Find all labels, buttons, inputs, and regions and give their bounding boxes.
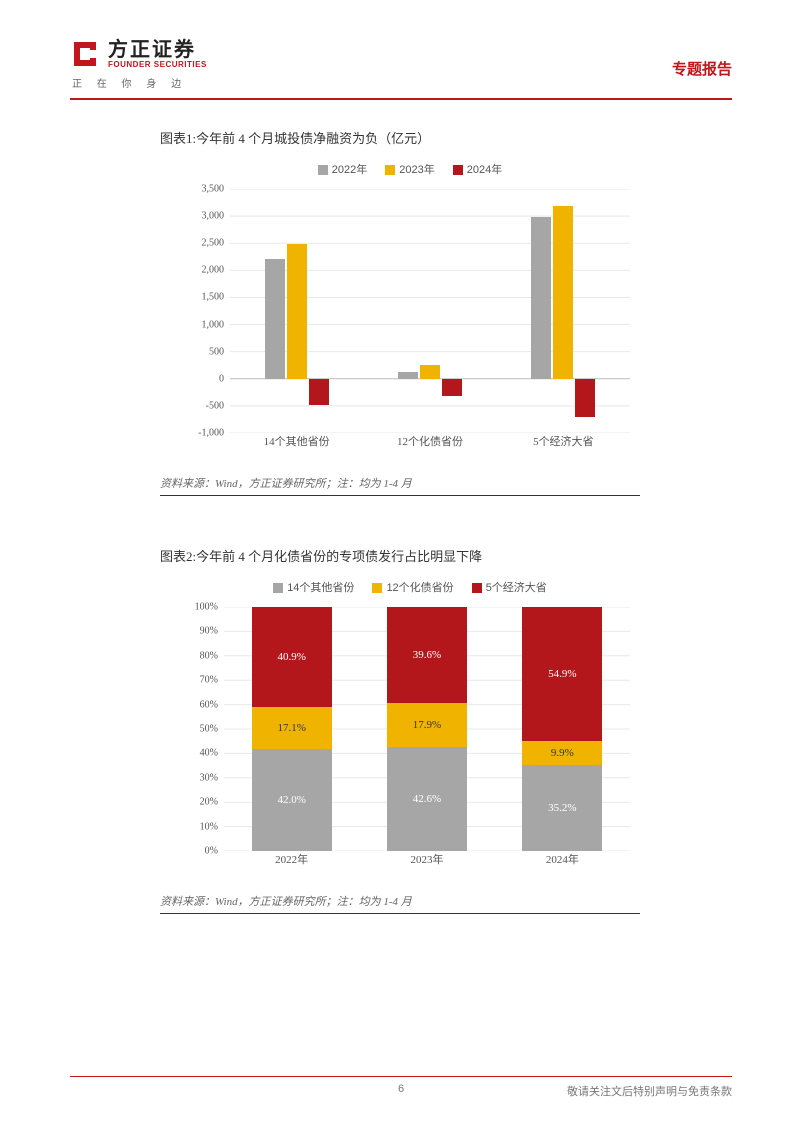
logo-mark-icon [70,40,102,68]
legend-item: 5个经济大省 [472,579,547,595]
chart2-xlabel: 2023年 [359,851,494,879]
legend-item: 14个其他省份 [273,579,354,595]
chart1-bar [287,244,307,378]
chart2-column: 42.0%17.1%40.9% [252,607,332,851]
chart1-ytick: -1,000 [198,428,224,439]
page-header: 方正证券 FOUNDER SECURITIES 正 在 你 身 边 专题报告 [70,40,732,90]
chart2-block: 图表2:今年前 4 个月化债省份的专项债发行占比明显下降 14个其他省份 12个化… [160,546,712,914]
company-name-en: FOUNDER SECURITIES [108,60,207,69]
company-name-cn: 方正证券 [108,40,207,60]
chart1-source-rule [160,495,640,496]
chart1-block: 图表1:今年前 4 个月城投债净融资为负（亿元） 2022年 2023年 2024年… [160,128,712,496]
footer-rule [70,1076,732,1077]
chart1-ytick: 500 [209,346,224,357]
chart2-segment: 40.9% [252,607,332,707]
chart2-column: 35.2%9.9%54.9% [522,607,602,851]
chart2-source-rule [160,913,640,914]
chart2-plot-area: 42.0%17.1%40.9% 42.6%17.9%39.6% 35.2%9.9%5… [224,607,630,851]
chart2-segment: 42.6% [387,747,467,851]
chart1-ytick: 2,000 [202,265,225,276]
chart2-yaxis: 0%10%20%30%40%50%60%70%80%90%100% [180,607,224,851]
chart2-segment: 35.2% [522,765,602,851]
chart1-ytick: 2,500 [202,238,225,249]
chart2-xaxis: 2022年2023年2024年 [224,851,630,879]
company-tagline: 正 在 你 身 边 [72,75,207,90]
chart2-ytick: 40% [200,748,218,759]
legend-item: 12个化债省份 [372,579,453,595]
chart1-ytick: 1,000 [202,319,225,330]
chart2-ytick: 20% [200,797,218,808]
chart1-ytick: 3,000 [202,211,225,222]
chart2-ytick: 30% [200,772,218,783]
chart1-legend: 2022年 2023年 2024年 [180,161,640,177]
chart1-plot: 2022年 2023年 2024年 -1,000 -500 0 500 1,000 1,500… [180,161,640,461]
chart1-xlabel: 12个化债省份 [363,433,496,461]
legend-item: 2024年 [453,161,502,177]
chart2-ytick: 100% [195,602,218,613]
chart2-ytick: 70% [200,675,218,686]
chart2-xlabel: 2022年 [224,851,359,879]
chart1-bar [442,379,462,396]
chart2-segment: 54.9% [522,607,602,741]
page-footer: 6 敬请关注文后特别声明与免责条款 [70,1076,732,1099]
chart1-title: 图表1:今年前 4 个月城投债净融资为负（亿元） [160,128,712,147]
chart1-bar [575,379,595,417]
chart2-xlabel: 2024年 [495,851,630,879]
chart1-plot-area [230,189,630,433]
chart1-source: 资料来源：Wind，方正证券研究所；注：均为 1-4 月 [160,475,712,491]
chart1-ytick: 1,500 [202,292,225,303]
chart2-title: 图表2:今年前 4 个月化债省份的专项债发行占比明显下降 [160,546,712,565]
chart2-segment: 42.0% [252,749,332,851]
legend-item: 2023年 [385,161,434,177]
chart1-xaxis: 14个其他省份12个化债省份5个经济大省 [230,433,630,461]
chart1-bar [265,259,285,378]
chart1-bar [398,372,418,379]
chart1-bar [531,217,551,379]
chart1-ytick: 0 [219,373,224,384]
header-rule [70,98,732,100]
chart1-xlabel: 14个其他省份 [230,433,363,461]
document-type: 专题报告 [672,58,732,79]
chart1-bar [553,206,573,378]
chart2-ytick: 50% [200,724,218,735]
chart1-ytick: 3,500 [202,184,225,195]
chart2-ytick: 0% [205,846,218,857]
chart2-column: 42.6%17.9%39.6% [387,607,467,851]
chart2-source: 资料来源：Wind，方正证券研究所；注：均为 1-4 月 [160,893,712,909]
chart1-bar [309,379,329,405]
chart2-plot: 14个其他省份 12个化债省份 5个经济大省 0% 10% 20% 30% 40% 50% 60… [180,579,640,879]
chart2-segment: 17.1% [252,707,332,749]
footer-disclaimer: 敬请关注文后特别声明与免责条款 [567,1083,732,1099]
chart2-ytick: 60% [200,699,218,710]
chart1-ytick: -500 [206,400,224,411]
company-logo: 方正证券 FOUNDER SECURITIES [70,40,207,69]
chart2-segment: 39.6% [387,607,467,704]
chart1-yaxis: -1,000-50005001,0001,5002,0002,5003,0003… [180,189,230,433]
page-number: 6 [398,1083,404,1095]
chart1-bar [420,365,440,379]
legend-item: 2022年 [318,161,367,177]
chart2-ytick: 80% [200,650,218,661]
chart2-segment: 9.9% [522,741,602,765]
chart2-legend: 14个其他省份 12个化债省份 5个经济大省 [180,579,640,595]
chart2-ytick: 10% [200,821,218,832]
chart1-xlabel: 5个经济大省 [497,433,630,461]
chart2-segment: 17.9% [387,703,467,747]
chart2-ytick: 90% [200,626,218,637]
